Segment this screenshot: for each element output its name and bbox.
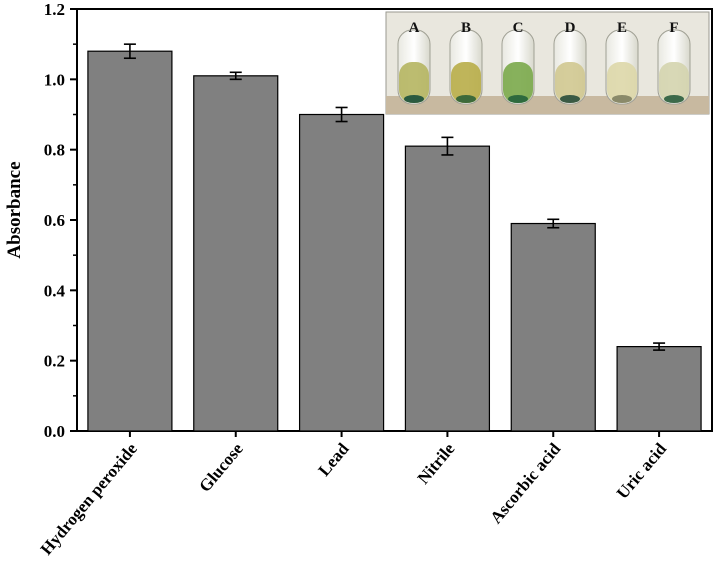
y-axis-label: Absorbance <box>4 161 25 258</box>
tube-label: F <box>669 20 678 36</box>
x-tick-label: Glucose <box>195 439 247 496</box>
tube-sediment <box>612 95 632 103</box>
inset-photo: A B C D E F <box>385 11 710 115</box>
tube-liquid <box>451 62 481 103</box>
x-axis-ticks: Hydrogen peroxide Glucose Lead Nitrile Ascor… <box>37 431 671 559</box>
tube-liquid <box>607 62 637 103</box>
bar <box>404 145 491 432</box>
x-tick-label: Lead <box>314 439 353 480</box>
tube-sediment <box>560 95 580 103</box>
x-tick-label: Ascorbic acid <box>486 439 564 527</box>
bar <box>510 222 596 432</box>
tube-liquid <box>555 62 585 103</box>
tube-label: A <box>409 20 420 36</box>
y-tick-label: 0.4 <box>44 281 66 300</box>
x-tick-label: Hydrogen peroxide <box>37 439 142 559</box>
x-tick-label: Nitrile <box>414 439 459 488</box>
tube-liquid <box>659 62 689 103</box>
tube-sediment <box>664 95 684 103</box>
y-tick-label: 0.0 <box>44 422 65 441</box>
x-tick-label: Uric acid <box>613 439 671 503</box>
y-tick-label: 1.0 <box>44 70 65 89</box>
tube-sediment <box>404 95 424 103</box>
tube-sediment <box>456 95 476 103</box>
y-tick-label: 0.8 <box>44 141 65 160</box>
bar-series <box>87 43 702 432</box>
y-axis-ticks: 0.0 0.2 0.4 0.6 0.8 1.0 1.2 <box>44 0 77 441</box>
tube-label: B <box>461 20 471 36</box>
tube-sediment <box>508 95 528 103</box>
bar <box>193 75 279 432</box>
bar <box>616 346 702 432</box>
tube-liquid <box>503 62 533 103</box>
bar <box>298 113 385 432</box>
tube-liquid <box>399 62 429 103</box>
bar <box>87 50 173 432</box>
y-tick-label: 0.2 <box>44 352 65 371</box>
tube-label: E <box>617 20 627 36</box>
tube-label: D <box>565 20 576 36</box>
tube-label: C <box>513 20 524 36</box>
y-tick-label: 1.2 <box>44 0 65 19</box>
y-tick-label: 0.6 <box>44 211 65 230</box>
